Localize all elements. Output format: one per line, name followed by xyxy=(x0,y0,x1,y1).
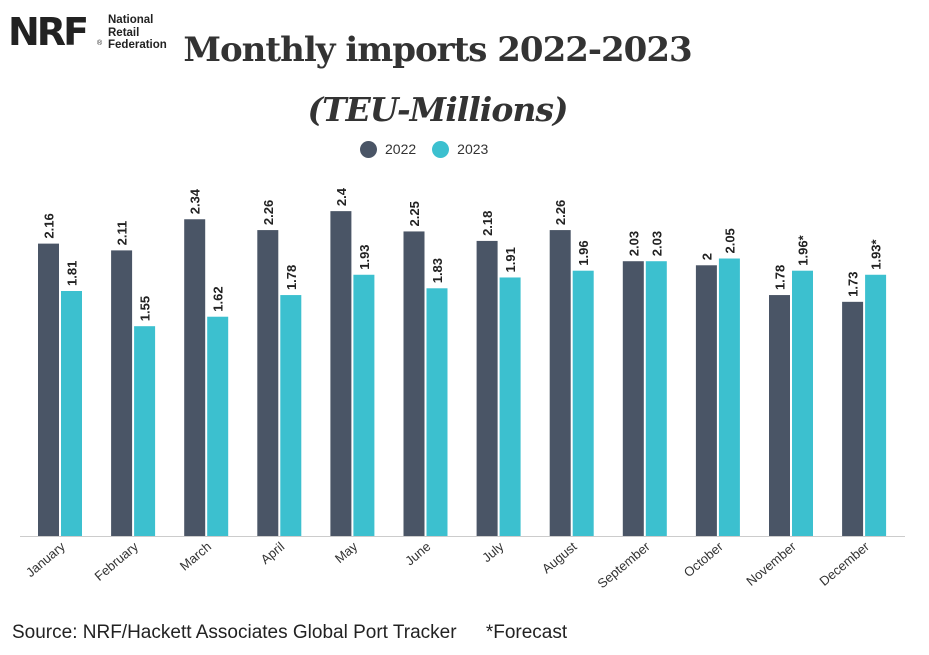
data-label-2022-may: 2.4 xyxy=(334,187,349,206)
bar-2022-august xyxy=(549,230,571,536)
legend-swatch-2023 xyxy=(432,140,450,158)
legend-label-2022: 2022 xyxy=(385,141,417,157)
bar-2022-may xyxy=(330,211,352,537)
data-label-2023-april: 1.78 xyxy=(284,265,299,290)
data-label-2023-august: 1.96 xyxy=(576,240,591,265)
bar-2023-may xyxy=(353,274,375,536)
data-label-2022-november: 1.78 xyxy=(773,265,788,290)
chart-footer: Source: NRF/Hackett Associates Global Po… xyxy=(12,622,591,644)
logo-wordmark: National Retail Federation xyxy=(108,14,167,52)
data-label-2023-may: 1.93 xyxy=(357,244,372,269)
bar-2023-june xyxy=(426,288,448,536)
bar-2022-january xyxy=(38,243,59,536)
bar-2022-november xyxy=(769,295,790,536)
bar-2022-july xyxy=(476,240,498,536)
x-tick-label-march: March xyxy=(177,539,214,574)
forecast-note: *Forecast xyxy=(485,622,568,643)
data-label-2023-january: 1.81 xyxy=(65,261,80,286)
logo-line-2: Retail xyxy=(108,26,140,39)
logo-line-1: National xyxy=(108,14,154,26)
data-label-2022-august: 2.26 xyxy=(553,200,568,225)
bar-2022-february xyxy=(111,250,133,536)
x-tick-label-december: December xyxy=(816,538,872,588)
bar-2023-october xyxy=(718,258,740,536)
x-tick-label-may: May xyxy=(332,538,361,566)
x-tick-label-august: August xyxy=(539,539,580,577)
data-label-2022-april: 2.26 xyxy=(261,200,276,225)
bar-2023-december xyxy=(865,274,887,536)
data-label-2022-september: 2.03 xyxy=(626,231,641,256)
chart-legend: 2022 2023 xyxy=(360,139,504,159)
data-label-2023-february: 1.55 xyxy=(138,296,153,321)
data-label-2023-november: 1.96* xyxy=(796,234,811,265)
bar-2022-june xyxy=(403,231,425,536)
legend-label-2023: 2023 xyxy=(457,141,489,157)
data-label-2022-january: 2.16 xyxy=(42,213,57,238)
data-label-2022-october: 2 xyxy=(699,253,714,260)
bar-2023-april xyxy=(280,295,302,536)
data-label-2023-december: 1.93* xyxy=(869,238,884,269)
bar-2023-august xyxy=(572,270,594,536)
bar-2023-march xyxy=(207,316,229,536)
bar-2023-september xyxy=(645,261,667,536)
legend-item-2022: 2022 xyxy=(360,140,417,158)
bar-2023-july xyxy=(499,277,521,536)
x-tick-label-november: November xyxy=(743,538,799,588)
source-note: Source: NRF/Hackett Associates Global Po… xyxy=(12,622,457,643)
bar-2023-february xyxy=(134,326,156,536)
bar-2023-november xyxy=(792,270,813,536)
data-label-2023-march: 1.62 xyxy=(211,286,226,311)
bar-2022-april xyxy=(257,230,279,536)
x-tick-label-july: July xyxy=(479,538,507,565)
nrf-logo: NRF ® National Retail Federation xyxy=(8,8,188,58)
chart-title: Monthly imports 2022-2023 xyxy=(183,30,692,70)
logo-registered-mark: ® xyxy=(97,40,103,47)
data-label-2023-july: 1.91 xyxy=(503,247,518,272)
bar-2022-march xyxy=(184,219,206,536)
logo-mark: NRF xyxy=(8,10,89,54)
data-label-2022-february: 2.11 xyxy=(115,221,130,246)
x-tick-label-february: February xyxy=(92,538,142,583)
bar-2022-september xyxy=(622,261,644,536)
chart-subtitle: (TEU-Millions) xyxy=(307,90,568,129)
x-tick-label-june: June xyxy=(402,539,433,569)
x-tick-label-january: January xyxy=(23,538,68,580)
data-label-2023-october: 2.05 xyxy=(722,228,737,253)
bar-2023-january xyxy=(61,290,82,536)
bar-chart: 2.16 1.81 January 2.11 1.55 February 2.34 1.62 M… xyxy=(20,187,905,591)
data-label-2022-december: 1.73 xyxy=(846,272,861,297)
legend-swatch-2022 xyxy=(360,140,377,158)
data-label-2022-march: 2.34 xyxy=(188,188,203,214)
data-label-2022-june: 2.25 xyxy=(407,201,422,226)
bar-2022-december xyxy=(842,301,864,536)
x-tick-label-october: October xyxy=(681,538,727,580)
data-label-2023-june: 1.83 xyxy=(430,258,445,283)
x-tick-label-april: April xyxy=(258,539,288,567)
data-label-2023-september: 2.03 xyxy=(649,231,664,256)
bar-2022-october xyxy=(695,265,717,536)
legend-item-2023: 2023 xyxy=(432,140,489,158)
x-tick-label-september: September xyxy=(594,538,653,591)
data-label-2022-july: 2.18 xyxy=(480,211,495,236)
logo-line-3: Federation xyxy=(108,39,167,51)
